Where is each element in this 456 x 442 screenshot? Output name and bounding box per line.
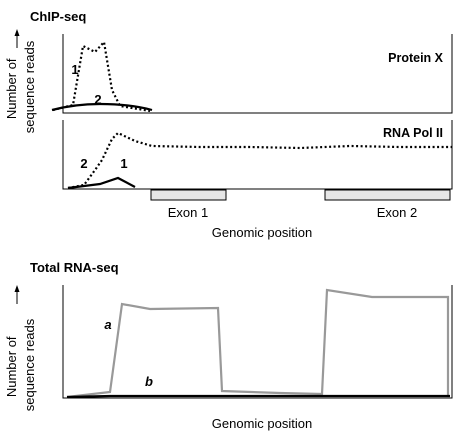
rna-pol-ii-curve-1-label: 1	[120, 156, 127, 171]
chipseq-ylabel: Number of sequence reads	[4, 40, 37, 133]
panel-protein-x-frame	[62, 34, 453, 114]
exon-1: Exon 1	[150, 189, 227, 220]
panel-protein-x: Protein X 1 2	[51, 34, 453, 114]
rnaseq-title: Total RNA-seq	[30, 260, 119, 275]
rnaseq-curve-b	[66, 394, 450, 399]
rnaseq-curve-a	[66, 288, 450, 399]
exon-2: Exon 2	[324, 189, 451, 220]
chipseq-yaxis-arrow	[14, 29, 20, 48]
rnaseq-ylabel-line1: Number of	[4, 336, 19, 397]
rna-pol-ii-curve-1	[67, 176, 136, 190]
chipseq-title: ChIP-seq	[30, 9, 86, 24]
panel-rna-pol-ii-label: RNA Pol II	[383, 126, 443, 140]
rnaseq-curve-a-label: a	[104, 317, 111, 332]
rnaseq-ylabel-line2: sequence reads	[22, 318, 37, 411]
rna-pol-ii-curve-2-label: 2	[80, 156, 87, 171]
exon-2-box	[324, 189, 451, 201]
protein-x-curve-1-label: 1	[71, 62, 78, 77]
panel-rna-pol-ii-frame	[62, 120, 453, 190]
rnaseq-ylabel: Number of sequence reads	[4, 318, 37, 411]
chipseq-xlabel: Genomic position	[212, 225, 312, 240]
protein-x-curve-2-label: 2	[94, 92, 101, 107]
panel-rnaseq: a b	[62, 285, 453, 399]
exon-1-label: Exon 1	[168, 205, 208, 220]
rnaseq-xlabel: Genomic position	[212, 416, 312, 431]
exon-1-box	[150, 189, 227, 201]
rnaseq-curve-b-label: b	[145, 374, 153, 389]
panel-rnaseq-frame	[62, 285, 453, 399]
rna-pol-ii-curve-2	[67, 131, 452, 190]
panel-rna-pol-ii: RNA Pol II 2 1	[62, 120, 453, 190]
chipseq-ylabel-line2: sequence reads	[22, 40, 37, 133]
panel-protein-x-label: Protein X	[388, 51, 444, 65]
protein-x-curve-1	[52, 39, 151, 113]
chipseq-ylabel-line1: Number of	[4, 58, 19, 119]
exon-2-label: Exon 2	[377, 205, 417, 220]
rnaseq-yaxis-arrow	[14, 285, 20, 304]
protein-x-curve-2	[51, 102, 153, 112]
